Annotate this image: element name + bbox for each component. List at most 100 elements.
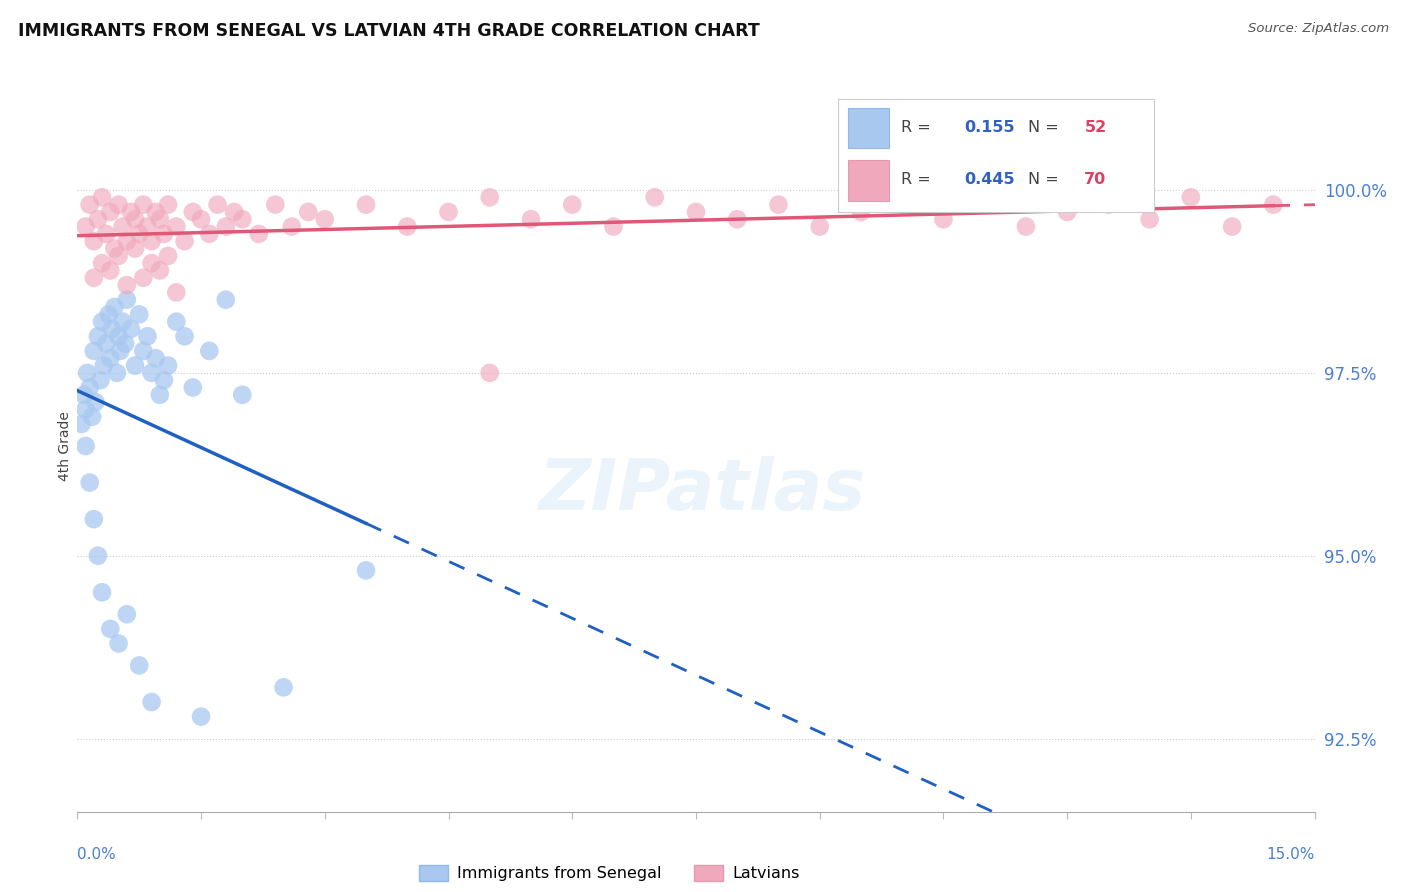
Legend: Immigrants from Senegal, Latvians: Immigrants from Senegal, Latvians [413,858,806,888]
Point [207,197,229,211]
Point [136,219,159,234]
Point [181,205,204,219]
Point [1220,219,1243,234]
Point [198,343,221,358]
Point [76,366,98,380]
Point [145,205,167,219]
Point [685,205,707,219]
Text: 0.0%: 0.0% [77,847,117,862]
Point [173,234,195,248]
Point [107,636,129,650]
Point [70,417,93,431]
Point [114,336,136,351]
Point [98,622,121,636]
Point [1056,205,1078,219]
Point [264,197,287,211]
Point [96,227,118,241]
Point [83,234,105,248]
Point [107,329,129,343]
Point [111,315,134,329]
Point [297,205,319,219]
Point [165,315,187,329]
Point [768,197,790,211]
Point [231,388,253,402]
Point [87,212,110,227]
Point [198,227,221,241]
Point [75,439,97,453]
Point [82,409,104,424]
Point [1139,212,1161,227]
Point [128,227,150,241]
Point [932,212,955,227]
Point [73,388,96,402]
Text: 15.0%: 15.0% [1267,847,1315,862]
Point [124,242,146,256]
Point [165,219,187,234]
Point [891,197,914,211]
Point [79,380,101,394]
Text: Source: ZipAtlas.com: Source: ZipAtlas.com [1249,22,1389,36]
Point [83,512,105,526]
Point [89,373,111,387]
Point [231,212,253,227]
Point [84,395,107,409]
Point [973,190,995,204]
Point [87,549,110,563]
Point [93,359,115,373]
Point [75,219,97,234]
Point [314,212,336,227]
Point [478,190,501,204]
Point [91,256,114,270]
Point [1097,197,1119,211]
Point [115,293,138,307]
Point [110,343,132,358]
Point [83,270,105,285]
Point [141,695,163,709]
Point [215,293,238,307]
Point [141,256,163,270]
Point [437,205,460,219]
Point [105,366,128,380]
Point [75,402,97,417]
Point [91,315,114,329]
Point [83,343,105,358]
Point [215,219,238,234]
Point [153,373,176,387]
Point [354,563,377,577]
Point [97,307,120,321]
Point [103,242,125,256]
Point [98,351,121,366]
Point [128,658,150,673]
Point [141,234,163,248]
Point [281,219,304,234]
Point [124,212,146,227]
Point [520,212,543,227]
Point [141,366,163,380]
Point [115,278,138,293]
Point [396,219,419,234]
Point [111,219,134,234]
Point [1263,197,1285,211]
Point [173,329,195,343]
Point [190,709,212,723]
Point [247,227,270,241]
Point [145,351,167,366]
Point [149,388,172,402]
Point [153,227,176,241]
Point [136,329,159,343]
Point [149,263,172,277]
Point [165,285,187,300]
Point [103,300,125,314]
Point [849,205,872,219]
Point [157,249,180,263]
Point [157,359,180,373]
Point [91,585,114,599]
Point [107,249,129,263]
Point [132,270,155,285]
Point [1180,190,1202,204]
Point [561,197,583,211]
Point [120,205,142,219]
Point [101,322,124,336]
Point [79,197,101,211]
Point [98,263,121,277]
